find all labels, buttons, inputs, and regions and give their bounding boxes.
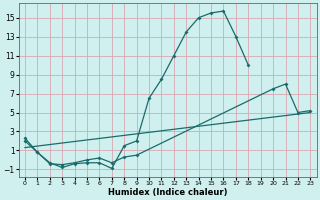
X-axis label: Humidex (Indice chaleur): Humidex (Indice chaleur) (108, 188, 228, 197)
